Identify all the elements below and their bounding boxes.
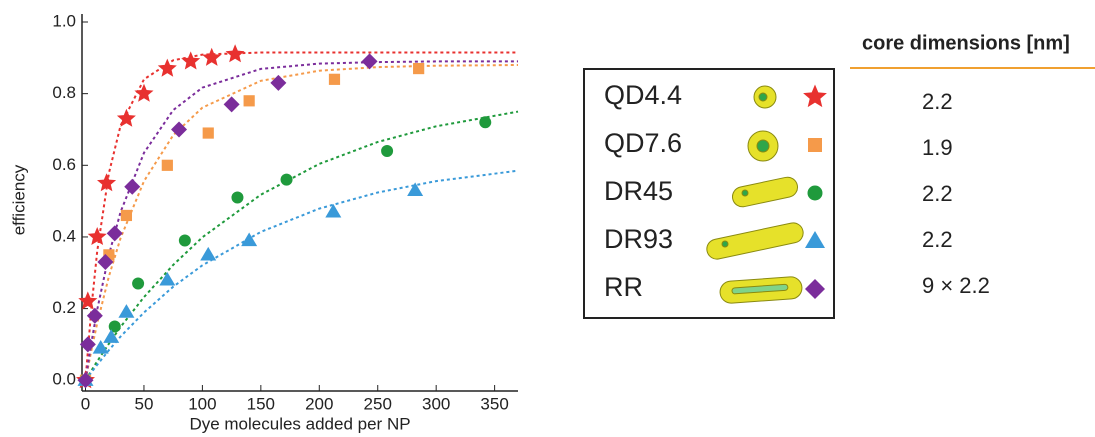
marker-star [181,51,201,70]
y-tick-label: 0.8 [52,83,76,102]
marker-diamond [124,178,141,195]
marker-diamond [270,74,287,91]
x-tick-label: 200 [305,394,333,413]
marker-triangle [103,329,120,343]
x-axis-label: Dye molecules added per NP [189,414,410,433]
marker-square [243,95,255,107]
legend-label: QD7.6 [604,128,682,158]
table-cell: 2.2 [922,227,953,252]
marker-circle [381,144,394,157]
marker-circle [178,234,191,247]
x-tick-label: 350 [480,394,508,413]
marker-triangle [200,246,217,261]
marker-star [87,227,107,245]
x-tick-label: 300 [422,394,450,413]
x-tick-label: 0 [81,394,90,413]
table-cell: 2.2 [922,89,953,114]
marker-circle [108,320,121,333]
table-header: core dimensions [nm] [862,32,1070,54]
y-axis-label: efficiency [9,164,28,235]
marker-circle [479,116,492,129]
marker-diamond [79,336,96,353]
fit-curve [84,110,519,381]
marker-triangle [118,304,135,318]
marker-triangle [325,203,342,218]
np-icons [706,85,804,304]
marker-diamond [805,279,825,299]
y-tick-label: 1.0 [52,11,76,30]
marker-triangle [92,340,109,354]
fit-curve [84,64,519,381]
marker-square [120,209,133,222]
marker-square [161,159,173,171]
legend-label: QD4.4 [604,80,682,110]
marker-star [803,84,827,108]
x-tick-label: 100 [188,394,216,413]
y-tick-label: 0.0 [52,370,76,389]
marker-star [116,108,136,127]
legend-label: RR [604,272,643,302]
marker-star [97,173,117,192]
marker-star [78,291,98,310]
legend-label: DR93 [604,224,673,254]
x-tick-label: 250 [364,394,392,413]
marker-star [202,47,222,66]
marker-triangle [805,231,825,248]
table-cell: 1.9 [922,135,953,160]
marker-diamond [86,307,103,324]
marker-diamond [361,53,378,70]
marker-circle [280,173,293,186]
marker-circle [231,191,244,204]
marker-triangle [241,232,258,247]
marker-square [103,249,115,261]
marker-circle [807,185,823,201]
marker-star [134,83,154,102]
marker-diamond [223,96,240,113]
x-tick-label: 150 [247,394,275,413]
marker-square [202,127,214,139]
fit-curve [84,169,519,381]
fit-curve [84,51,518,381]
y-tick-label: 0.6 [52,155,76,174]
marker-star [157,58,177,77]
marker-square [808,138,822,152]
y-tick-label: 0.4 [52,226,76,245]
marker-diamond [171,121,188,138]
table-cell: 9 × 2.2 [922,273,990,298]
fit-curve [84,60,518,381]
y-tick-label: 0.2 [52,298,76,317]
marker-diamond [106,225,123,242]
marker-star [225,44,245,63]
legend-label: DR45 [604,176,673,206]
marker-square [413,62,425,75]
marker-triangle [159,271,176,286]
x-tick-label: 50 [134,394,153,413]
table-cell: 2.2 [922,181,953,206]
marker-triangle [407,182,424,196]
marker-diamond [97,254,114,271]
marker-circle [132,277,145,290]
marker-square [328,73,341,85]
marker-diamond [77,372,94,389]
